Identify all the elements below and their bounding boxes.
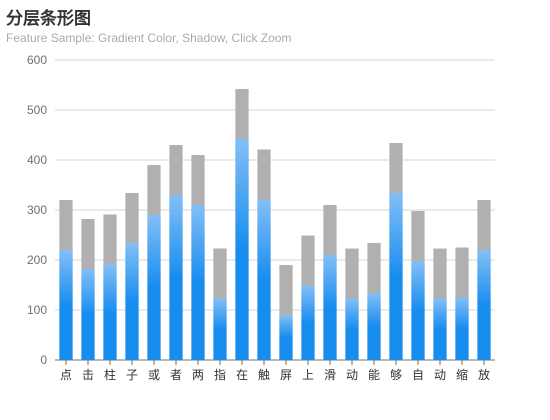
value-bar[interactable]	[367, 293, 381, 360]
x-tick-label: 两	[192, 368, 204, 382]
chart-title: 分层条形图	[6, 9, 91, 29]
value-bar[interactable]	[59, 250, 73, 360]
value-bar[interactable]	[213, 298, 227, 361]
value-bar[interactable]	[411, 261, 425, 360]
x-tick-label: 滑	[324, 368, 336, 382]
value-bar[interactable]	[323, 255, 337, 360]
value-bar[interactable]	[345, 298, 359, 361]
x-tick-label: 自	[412, 368, 424, 382]
y-tick-label: 400	[27, 153, 47, 167]
y-axis: 0 100 200 300 400 500 600	[27, 53, 47, 367]
y-tick-label: 500	[27, 103, 47, 117]
x-tick-label: 缩	[456, 367, 468, 382]
x-tick-label: 或	[148, 368, 160, 382]
bars	[59, 89, 491, 361]
value-bar[interactable]	[257, 199, 271, 361]
x-tick-label: 在	[236, 368, 248, 382]
value-bar[interactable]	[169, 195, 183, 360]
value-bar[interactable]	[147, 215, 161, 360]
y-tick-label: 300	[27, 203, 47, 217]
grid-lines	[55, 59, 495, 361]
y-tick-label: 100	[27, 303, 47, 317]
x-tick-label: 柱	[104, 367, 116, 382]
chart-subtitle: Feature Sample: Gradient Color, Shadow, …	[6, 31, 292, 45]
value-bar[interactable]	[125, 243, 139, 360]
x-tick-label: 上	[302, 368, 314, 382]
x-tick-label: 触	[258, 368, 270, 382]
y-tick-label: 200	[27, 253, 47, 267]
value-bar[interactable]	[191, 205, 205, 360]
x-tick-label: 屏	[280, 368, 292, 382]
x-tick-label: 能	[368, 368, 380, 382]
x-tick-label: 放	[478, 367, 490, 382]
y-tick-label: 600	[27, 53, 47, 67]
value-bar[interactable]	[455, 297, 469, 361]
x-tick-label: 者	[170, 368, 182, 382]
x-tick-label: 击	[82, 368, 94, 382]
y-tick-label: 0	[40, 353, 47, 367]
x-tick-label: 够	[390, 368, 402, 382]
x-tick-label: 子	[126, 368, 138, 382]
value-bar[interactable]	[279, 315, 293, 360]
value-bar[interactable]	[433, 298, 447, 361]
x-tick-label: 点	[60, 368, 72, 382]
value-bar[interactable]	[235, 139, 249, 360]
value-bar[interactable]	[477, 250, 491, 360]
value-bar[interactable]	[389, 193, 403, 360]
value-bar[interactable]	[103, 264, 117, 361]
x-tick-label: 动	[346, 368, 358, 382]
x-axis: 点击柱子或者两指在触屏上滑动能够自动缩放	[60, 360, 490, 382]
x-tick-label: 指	[214, 367, 226, 382]
value-bar[interactable]	[301, 285, 315, 361]
value-bar[interactable]	[81, 269, 95, 360]
x-tick-label: 动	[434, 368, 446, 382]
